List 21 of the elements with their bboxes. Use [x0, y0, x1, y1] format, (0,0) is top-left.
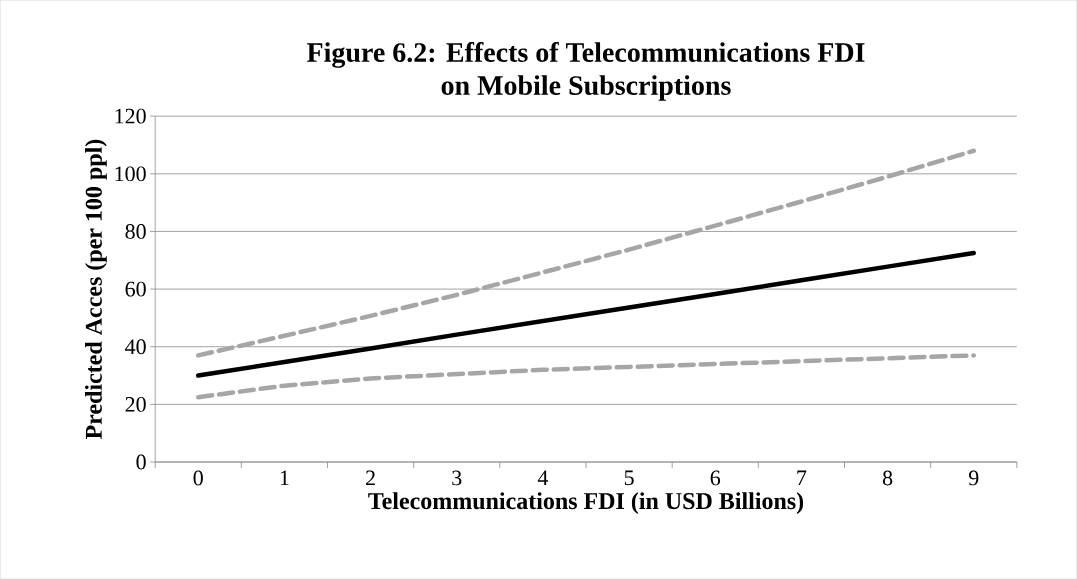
- x-tick-label: 1: [280, 470, 289, 485]
- x-tick-label: 5: [624, 470, 634, 486]
- x-tick-label: 2: [366, 470, 375, 486]
- line-series: [195, 148, 976, 358]
- y-axis-title: Predicted Acces (per 100 ppl): [85, 139, 107, 439]
- y-tick-label: 100: [115, 166, 146, 182]
- x-tick-label: 7: [797, 470, 807, 485]
- y-tick-label: 120: [115, 108, 146, 124]
- y-tick-label: 20: [125, 396, 146, 412]
- y-tick-label: 80: [125, 223, 146, 239]
- x-tick-label: 8: [882, 470, 893, 486]
- x-tick-label: 4: [537, 470, 549, 485]
- y-tick-label: 0: [136, 454, 146, 470]
- x-tick-label: 0: [193, 470, 203, 486]
- x-tick-label: 6: [710, 470, 721, 486]
- chart-title: Figure 6.2: Effects of Telecommunications FDI on Mobile Subscriptions: [307, 41, 865, 101]
- x-tick-label: 9: [968, 470, 979, 486]
- x-tick-label: 3: [452, 470, 462, 486]
- x-axis-title: Telecommunications FDI (in USD Billions): [368, 492, 804, 514]
- y-tick-label: 60: [125, 281, 146, 297]
- y-tick-label: 40: [125, 339, 146, 355]
